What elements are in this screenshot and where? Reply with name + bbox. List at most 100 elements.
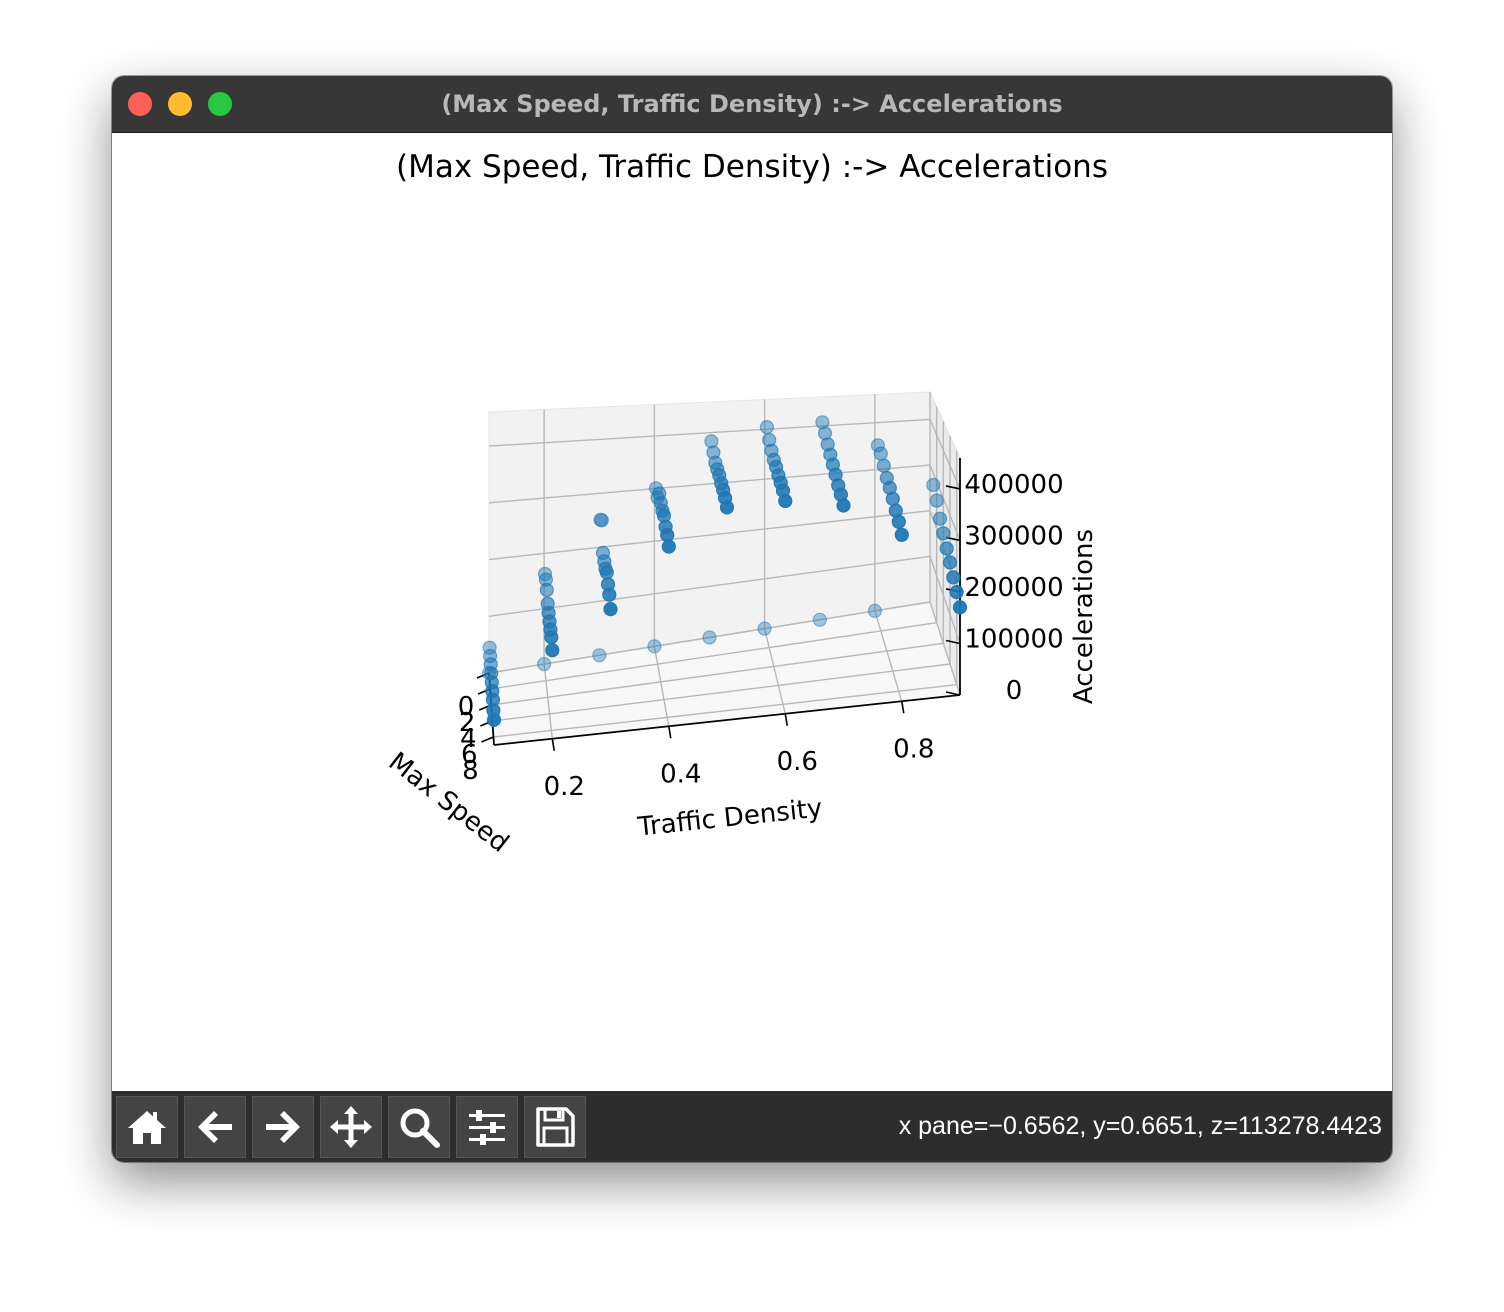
data-point <box>759 420 775 435</box>
data-point <box>603 602 618 617</box>
x-tick-label: 0 <box>458 692 475 722</box>
arrow-right-icon <box>266 1111 300 1143</box>
data-point <box>537 656 552 672</box>
home-button[interactable] <box>116 1096 178 1158</box>
y-tick-label: 0.2 <box>544 772 585 802</box>
z-tick <box>945 639 961 645</box>
plot-canvas[interactable]: (Max Speed, Traffic Density) :-> Acceler… <box>112 133 1392 1091</box>
data-point <box>592 648 607 663</box>
z-tick <box>945 691 961 696</box>
data-point <box>867 603 883 618</box>
grid-line-accel-side <box>929 464 961 541</box>
forward-button[interactable] <box>252 1096 314 1158</box>
title-bar: (Max Speed, Traffic Density) :-> Acceler… <box>112 76 1392 133</box>
data-point <box>812 612 827 627</box>
z-tick-label: 0 <box>1006 676 1023 706</box>
grid-line-speed-floor <box>490 621 937 690</box>
data-point <box>481 665 497 681</box>
magnifier-icon <box>400 1108 440 1148</box>
floppy-disk-icon <box>536 1107 575 1147</box>
y-tick <box>551 738 556 751</box>
z-tick-label: 200000 <box>964 573 1063 603</box>
data-point <box>661 539 676 554</box>
navigation-toolbar: x pane=−0.6562, y=0.6651, z=113278.4423 <box>112 1091 1392 1162</box>
scatter-3d-plot[interactable]: (Max Speed, Traffic Density) :-> Acceler… <box>112 133 1392 1091</box>
y-tick-label: 0.8 <box>893 734 934 764</box>
figure-window: (Max Speed, Traffic Density) :-> Acceler… <box>112 76 1392 1162</box>
y-axis-label: Traffic Density <box>635 793 823 842</box>
z-tick-label: 100000 <box>964 624 1063 654</box>
sliders-icon <box>469 1110 505 1145</box>
z-tick-label: 400000 <box>964 470 1063 500</box>
data-point <box>762 432 777 448</box>
x-tick-label: 6 <box>461 740 478 770</box>
data-point <box>482 640 497 655</box>
x-axis-label: Max Speed <box>383 747 515 859</box>
y-tick-label: 0.6 <box>777 747 818 777</box>
data-point <box>936 526 951 541</box>
data-point <box>926 477 941 493</box>
data-point <box>815 415 830 430</box>
save-button[interactable] <box>524 1096 586 1158</box>
close-window-button[interactable] <box>128 92 152 116</box>
grid-line-speed-floor <box>491 642 944 706</box>
arrow-left-icon <box>198 1111 232 1143</box>
data-point <box>600 577 616 592</box>
data-point <box>545 643 560 658</box>
data-point <box>929 493 944 508</box>
grid-line-density-floor <box>543 664 553 739</box>
data-point <box>879 470 894 486</box>
grid-line-density-floor <box>874 610 903 702</box>
grid-line-accel-back <box>488 509 931 561</box>
z-tick-label: 300000 <box>964 521 1063 551</box>
data-point <box>942 555 958 570</box>
cursor-coordinates-readout: x pane=−0.6562, y=0.6651, z=113278.4423 <box>898 1112 1382 1140</box>
grid-line-speed-floor <box>492 663 951 722</box>
y-tick <box>784 713 789 726</box>
grid-line-accel-side <box>929 556 961 644</box>
data-point <box>647 639 662 654</box>
x-tick-label: 2 <box>459 708 476 738</box>
z-tick <box>945 485 961 490</box>
y-tick-label: 0.4 <box>660 759 701 789</box>
grid-line-accel-side <box>929 419 961 490</box>
grid-line-density-floor <box>763 628 786 714</box>
data-point <box>593 512 608 527</box>
data-point <box>946 570 961 585</box>
pan-button[interactable] <box>320 1096 382 1158</box>
x-tick <box>481 736 494 743</box>
data-point <box>538 572 553 587</box>
data-point <box>949 585 964 600</box>
y-tick <box>900 701 905 714</box>
chart-title: (Max Speed, Traffic Density) :-> Acceler… <box>396 149 1108 185</box>
data-point <box>932 511 948 526</box>
grid-line-accel-side <box>929 601 961 696</box>
data-point <box>952 600 968 615</box>
grid-line-density-floor <box>653 646 670 727</box>
z-axis-label: Accelerations <box>1069 529 1099 704</box>
minimize-window-button[interactable] <box>168 92 192 116</box>
data-point <box>870 438 886 453</box>
data-point <box>704 434 719 449</box>
y-tick <box>667 726 672 739</box>
data-point <box>876 458 891 473</box>
data-point <box>595 545 611 560</box>
data-point <box>702 630 717 645</box>
move-icon <box>330 1106 372 1148</box>
data-point <box>540 596 555 611</box>
maximize-window-button[interactable] <box>208 92 232 116</box>
grid-line-speed-floor <box>493 683 957 738</box>
x-tick-label: 8 <box>462 756 479 786</box>
zoom-button[interactable] <box>388 1096 450 1158</box>
data-point <box>888 503 903 518</box>
y-axis-line <box>493 694 961 746</box>
data-point <box>648 481 664 496</box>
data-point <box>706 445 721 460</box>
back-button[interactable] <box>184 1096 246 1158</box>
configure-subplots-button[interactable] <box>456 1096 518 1158</box>
grid-line-accel-back <box>488 555 931 617</box>
data-point <box>817 426 833 441</box>
grid-line-accel-back <box>488 601 931 674</box>
data-point <box>873 446 888 461</box>
data-point <box>757 621 772 636</box>
